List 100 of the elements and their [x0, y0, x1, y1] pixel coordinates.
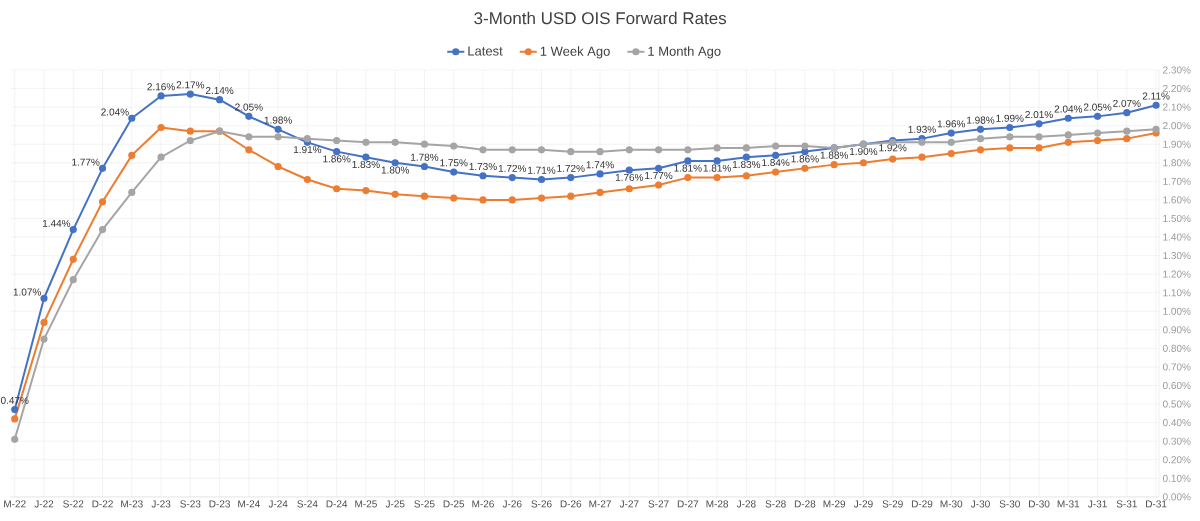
y-tick-label: 1.10% — [1163, 289, 1191, 297]
point — [713, 144, 721, 152]
point — [537, 194, 546, 202]
x-tick-label: S-26 — [531, 500, 552, 508]
point — [303, 175, 311, 184]
point — [1123, 135, 1131, 143]
data-label: 1.07% — [13, 288, 41, 296]
point — [508, 146, 516, 154]
point — [157, 123, 165, 132]
point — [1093, 136, 1102, 145]
y-tick-label: 1.00% — [1163, 307, 1191, 315]
point — [362, 153, 370, 161]
point — [654, 146, 663, 154]
data-label: 1.92% — [879, 144, 907, 152]
point — [1152, 101, 1160, 109]
point — [1093, 112, 1102, 121]
y-tick-label: 1.90% — [1163, 140, 1191, 148]
data-label: 2.05% — [1083, 103, 1112, 111]
point — [128, 114, 136, 122]
x-tick-label: S-31 — [1116, 500, 1137, 508]
data-label: 1.80% — [381, 166, 410, 174]
point — [742, 153, 750, 161]
point — [186, 127, 194, 135]
x-tick-label: S-24 — [297, 500, 318, 508]
point — [1093, 129, 1102, 137]
point — [537, 146, 546, 154]
data-label: 1.81% — [703, 164, 731, 172]
x-tick-label: D-25 — [443, 500, 465, 508]
data-label: 1.99% — [996, 114, 1024, 122]
point — [1152, 125, 1160, 134]
point — [98, 164, 107, 173]
point — [976, 125, 985, 134]
x-tick-label: M-25 — [355, 500, 377, 508]
point — [742, 172, 750, 180]
x-tick-label: S-23 — [180, 500, 201, 508]
x-tick-label: M-22 — [4, 500, 26, 508]
data-label: 2.07% — [1113, 99, 1141, 108]
point — [11, 415, 19, 423]
point — [333, 136, 341, 145]
data-label: 1.44% — [42, 219, 71, 227]
y-tick-label: 0.10% — [1162, 474, 1191, 482]
point — [128, 151, 136, 160]
data-label: 1.73% — [469, 163, 497, 171]
point — [274, 125, 282, 134]
x-tick-label: J-22 — [34, 500, 54, 508]
point — [215, 96, 224, 104]
point — [654, 181, 663, 189]
point — [1006, 144, 1014, 152]
data-label: 1.77% — [645, 172, 673, 180]
point — [479, 196, 487, 204]
data-label: 1.81% — [674, 164, 702, 172]
point — [596, 188, 604, 197]
x-tick-label: J-23 — [151, 500, 171, 508]
point — [508, 196, 516, 204]
data-label: 1.84% — [762, 159, 790, 167]
point — [303, 135, 311, 143]
point — [801, 142, 809, 150]
point — [391, 190, 399, 198]
point — [362, 187, 370, 195]
y-tick-label: 1.20% — [1163, 270, 1191, 278]
point — [976, 135, 985, 143]
data-label: 2.05% — [235, 103, 263, 111]
point — [362, 138, 370, 147]
x-tick-label: D-27 — [677, 500, 699, 508]
point — [186, 136, 194, 145]
point — [1064, 114, 1072, 122]
y-tick-label: 0.20% — [1162, 456, 1191, 464]
point — [625, 185, 633, 193]
point — [186, 90, 194, 98]
data-label: 1.91% — [293, 146, 322, 154]
x-tick-label: J-25 — [385, 500, 405, 508]
point — [479, 146, 487, 154]
data-label: 1.96% — [937, 120, 966, 128]
point — [625, 146, 633, 154]
x-tick-label: J-24 — [268, 500, 288, 508]
point — [479, 172, 487, 180]
point — [69, 255, 77, 263]
y-tick-label: 0.30% — [1162, 437, 1191, 445]
data-label: 2.17% — [176, 81, 205, 89]
x-tick-label: D-24 — [326, 500, 348, 508]
point — [40, 294, 48, 302]
data-label: 2.04% — [101, 108, 129, 116]
point — [1006, 123, 1014, 132]
data-label: 1.86% — [323, 155, 351, 163]
x-tick-label: D-30 — [1029, 500, 1050, 508]
x-tick-label: D-29 — [911, 500, 933, 508]
y-tick-label: 2.10% — [1163, 103, 1191, 111]
y-tick-label: 1.70% — [1163, 177, 1191, 185]
data-label: 1.77% — [72, 158, 100, 166]
point — [11, 406, 19, 414]
point — [420, 140, 429, 148]
point — [1064, 138, 1072, 147]
point — [1006, 133, 1014, 141]
point — [450, 168, 458, 176]
y-tick-label: 1.30% — [1163, 252, 1191, 260]
data-label: 1.83% — [732, 160, 761, 169]
point — [1064, 131, 1072, 139]
point — [976, 146, 985, 154]
y-tick-label: 0.50% — [1162, 400, 1191, 408]
y-tick-label: 0.80% — [1162, 344, 1191, 352]
